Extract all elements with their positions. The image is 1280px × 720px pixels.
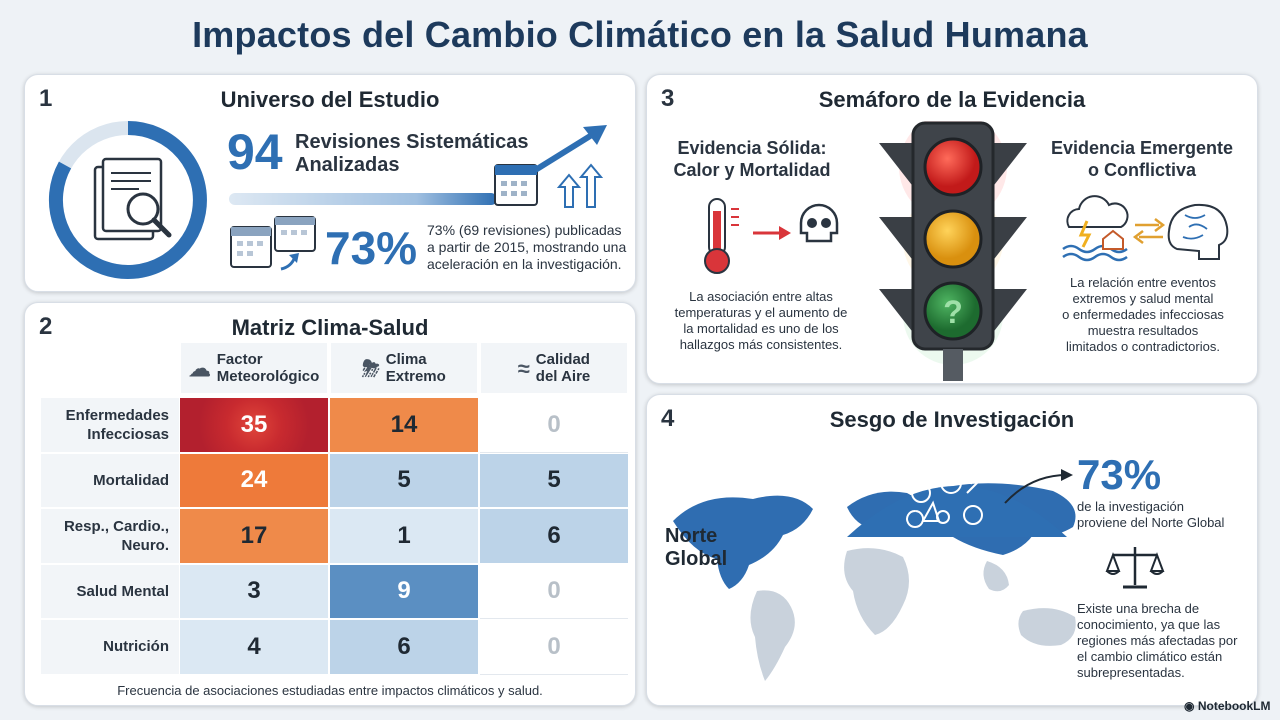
panel-number: 4 [661, 405, 675, 432]
storm-cloud-icon: ☁ [188, 355, 211, 381]
panel-title: Sesgo de Investigación [829, 407, 1075, 432]
panel-climate-health-matrix: 2 Matriz Clima-Salud ☁ Factor Meteorológic… [24, 302, 636, 706]
strong-evidence-desc-2: temperaturas y el aumento de [674, 305, 848, 320]
emerging-evidence-desc-5: limitados o contradictorios. [1066, 339, 1220, 354]
panel-title: Semáforo de la Evidencia [818, 87, 1086, 112]
matrix-row-label: Resp., Cardio., Neuro. [41, 509, 179, 563]
balance-scale-icon [1105, 547, 1165, 589]
matrix-column-label: Clima Extremo [385, 351, 446, 385]
matrix-cell: 17 [180, 509, 328, 563]
strong-evidence-title-2: Calor y Mortalidad [673, 160, 831, 180]
emerging-evidence-desc-4: muestra resultados [1087, 323, 1199, 338]
matrix-table: ☁ Factor Meteorológico ⛈ Clima Extremo ≈ Calida… [41, 343, 629, 677]
panel-study-universe: 1 Universo del Estudio 94 Revisiones Sis… [24, 74, 636, 292]
matrix-cell: 14 [330, 398, 478, 452]
matrix-column-header: ⛈ Clima Extremo [331, 343, 477, 393]
strong-evidence-desc-1: La asociación entre altas [689, 289, 833, 304]
world-map-icon [673, 467, 1076, 681]
matrix-column-label: Calidad del Aire [535, 351, 591, 385]
panel-title: Matriz Clima-Salud [231, 315, 429, 340]
matrix-cell: 1 [330, 509, 478, 563]
matrix-column-label: Factor Meteorológico [216, 351, 320, 385]
matrix-cell: 9 [330, 564, 478, 618]
storm-brain-icon [1062, 195, 1229, 262]
wind-icon: ≈ [517, 355, 530, 381]
north-global-percent: 73% [1077, 451, 1162, 498]
strong-evidence-desc-3: la mortalidad es uno de los [683, 321, 839, 336]
traffic-light-icon: ? [879, 121, 1027, 381]
region-label-2: Global [665, 548, 728, 570]
emerging-evidence-desc-3: o enfermedades infecciosas [1062, 307, 1224, 322]
matrix-cell: 5 [480, 453, 628, 507]
matrix-row-label: Mortalidad [41, 453, 179, 507]
panel-number: 2 [39, 313, 53, 340]
panel-title: Universo del Estudio [220, 87, 440, 112]
gap-desc-4: el cambio climático están [1077, 649, 1223, 664]
gap-desc-5: subrepresentadas. [1077, 665, 1185, 680]
north-global-desc-2: proviene del Norte Global [1077, 515, 1225, 530]
panel-research-bias: 4 Sesgo de Investigación Norte Global 73… [646, 394, 1258, 706]
gap-desc-1: Existe una brecha de [1077, 601, 1200, 616]
brand-logo-icon: ◉ [1184, 699, 1195, 713]
panel-evidence-traffic-light: 3 Semáforo de la Evidencia Evidencia Sól… [646, 74, 1258, 384]
matrix-cell: 6 [480, 509, 628, 563]
calendar-icon [230, 216, 316, 271]
page-title: Impactos del Cambio Climático en la Salu… [192, 14, 1088, 55]
emerging-evidence-desc-1: La relación entre eventos [1070, 275, 1216, 290]
review-count-label: Revisiones Sistemáticas [295, 131, 529, 153]
matrix-row-label: Nutrición [41, 620, 179, 674]
matrix-cell: 0 [480, 398, 628, 453]
matrix-column-header: ≈ Calidad del Aire [481, 343, 627, 393]
matrix-row-label: Enfermedades Infecciosas [41, 398, 179, 452]
region-label: Norte [665, 525, 718, 547]
panel-number: 3 [661, 85, 675, 112]
gap-desc-2: conocimiento, ya que las [1077, 617, 1221, 632]
recent-desc-3: aceleración en la investigación. [427, 256, 622, 272]
matrix-cell: 35 [180, 398, 328, 452]
emerging-evidence-title-2: o Conflictiva [1087, 160, 1196, 180]
recent-percent: 73% [325, 222, 418, 274]
matrix-cell: 4 [180, 620, 328, 674]
matrix-column-header: ☁ Factor Meteorológico [181, 343, 327, 393]
question-mark: ? [943, 294, 963, 330]
lightning-cloud-icon: ⛈ [362, 355, 380, 381]
panel-number: 1 [39, 85, 53, 112]
matrix-cell: 24 [180, 453, 328, 507]
emerging-evidence-desc-2: extremos y salud mental [1072, 291, 1214, 306]
growth-bar [229, 193, 497, 205]
thermometer-skull-icon [704, 198, 839, 274]
trend-arrow-icon [494, 125, 607, 208]
review-count: 94 [227, 124, 283, 180]
matrix-row-label: Salud Mental [41, 564, 179, 618]
pointer-arrow-icon [1004, 469, 1073, 504]
matrix-cell: 0 [480, 620, 628, 675]
recent-desc-1: 73% (69 revisiones) publicadas [427, 222, 622, 238]
document-search-icon [48, 121, 207, 279]
matrix-cell: 0 [480, 564, 628, 619]
emerging-evidence-title: Evidencia Emergente [1050, 138, 1234, 158]
strong-evidence-desc-4: hallazgos más consistentes. [679, 337, 843, 352]
north-global-desc-1: de la investigación [1077, 499, 1184, 514]
strong-evidence-title: Evidencia Sólida: [677, 138, 827, 158]
matrix-cell: 3 [180, 564, 328, 618]
brand-text: NotebookLM [1197, 699, 1271, 713]
brand-label: ◉ NotebookLM [1184, 699, 1270, 713]
recent-desc-2: a partir de 2015, mostrando una [427, 239, 627, 255]
review-count-label-2: Analizadas [295, 154, 400, 176]
gap-desc-3: regiones más afectadas por [1077, 633, 1238, 648]
matrix-cell: 6 [330, 620, 478, 674]
matrix-caption: Frecuencia de asociaciones estudiadas en… [117, 683, 543, 698]
matrix-cell: 5 [330, 453, 478, 507]
